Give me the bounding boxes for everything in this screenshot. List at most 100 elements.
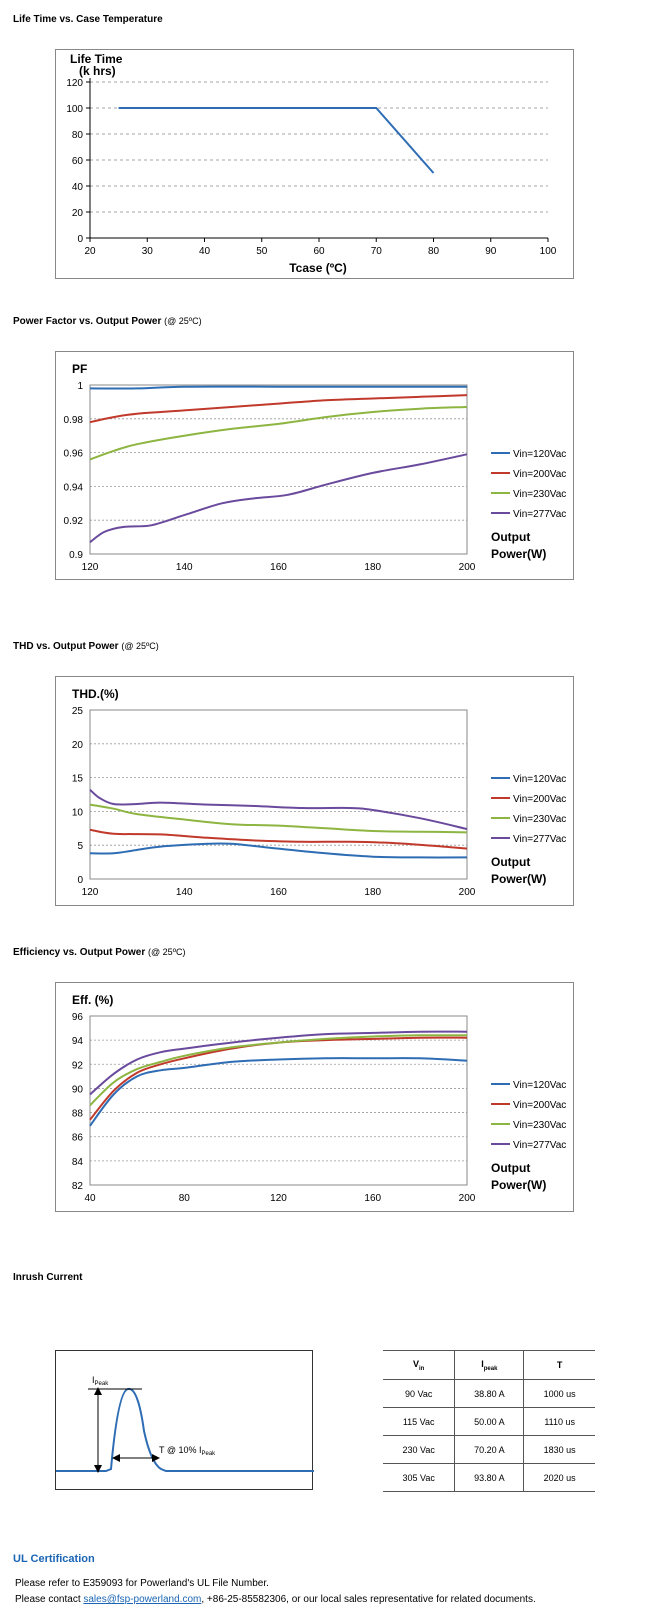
- x-tick-label: 70: [371, 246, 383, 257]
- cell-vin: 230 Vac: [383, 1435, 455, 1464]
- eff-chart-condition: (@ 25ºC): [148, 947, 186, 957]
- plot-area: [89, 384, 468, 555]
- y-tick-label: 15: [72, 774, 84, 785]
- x-tick-label: 40: [199, 246, 211, 257]
- y-tick-label: 5: [77, 841, 83, 852]
- x-axis-label: Tcase (ºC): [289, 261, 347, 275]
- x-tick-label: 180: [364, 887, 381, 898]
- y-tick-label: 80: [72, 130, 84, 141]
- y-tick-label: 96: [72, 1012, 84, 1023]
- series-line: [89, 789, 468, 830]
- x-tick-label: 140: [176, 887, 193, 898]
- series-line: [89, 453, 468, 544]
- cell-t: 1830 us: [523, 1435, 595, 1464]
- y-tick-label: 84: [72, 1157, 84, 1168]
- legend-label: Vin=230Vac: [513, 1120, 566, 1131]
- series-line: [89, 406, 468, 461]
- plot-area: [89, 1015, 468, 1186]
- x-tick-label: 140: [176, 562, 193, 573]
- inrush-table: Vin Ipeak T 90 Vac 38.80 A 1000 us 115 Vac…: [383, 1350, 595, 1492]
- inrush-curve: [56, 1388, 314, 1472]
- table-row: 115 Vac 50.00 A 1110 us: [383, 1407, 595, 1436]
- peak-label-sub: Peak: [95, 1381, 110, 1387]
- series-line: [89, 394, 468, 424]
- legend-label: Vin=200Vac: [513, 1100, 566, 1111]
- y-tick-label: 60: [72, 156, 84, 167]
- legend-label: Vin=200Vac: [513, 794, 566, 805]
- header-ipeak: Ipeak: [454, 1350, 524, 1380]
- x-tick-label: 200: [459, 1193, 476, 1204]
- duration-label-sub: Peak: [202, 1451, 217, 1457]
- legend-label: Vin=200Vac: [513, 469, 566, 480]
- y-tick-label: 88: [72, 1109, 84, 1120]
- y-axis-label: Life Time: [70, 52, 123, 66]
- series-line: [89, 385, 467, 390]
- table-row: 90 Vac 38.80 A 1000 us: [383, 1379, 595, 1408]
- series-line: [89, 828, 468, 850]
- x-tick-label: 80: [179, 1193, 191, 1204]
- chart-frame: [55, 49, 574, 279]
- cell-t: 2020 us: [523, 1463, 595, 1492]
- y-tick-label: 0.96: [64, 449, 84, 460]
- x-axis-label: Output: [491, 530, 530, 544]
- x-tick-label: 160: [364, 1193, 381, 1204]
- y-axis-label: Eff. (%): [72, 993, 113, 1007]
- y-tick-label: 0: [77, 234, 83, 245]
- table-row: 305 Vac 93.80 A 2020 us: [383, 1463, 595, 1492]
- x-tick-label: 20: [84, 246, 96, 257]
- y-tick-label: 92: [72, 1060, 84, 1071]
- header-vin: Vin: [383, 1350, 455, 1380]
- cell-ipeak: 70.20 A: [454, 1435, 524, 1464]
- y-tick-label: 10: [72, 807, 84, 818]
- cell-ipeak: 38.80 A: [454, 1379, 524, 1408]
- cell-t: 1110 us: [523, 1407, 595, 1436]
- y-tick-label: 20: [72, 740, 84, 751]
- inrush-diagram: IPeak T @ 10% IPeak: [55, 1350, 314, 1490]
- series-line: [89, 1030, 468, 1096]
- x-axis-label: Power(W): [491, 547, 546, 561]
- y-tick-label: 25: [72, 706, 84, 717]
- y-tick-label: 120: [66, 78, 83, 89]
- ul-file-note: Please refer to E359093 for Powerland's …: [15, 1578, 269, 1589]
- y-tick-label: 0.94: [64, 482, 84, 493]
- peak-label: IPeak: [92, 1375, 109, 1387]
- chart-frame: [55, 351, 574, 580]
- y-tick-label: 0: [77, 875, 83, 886]
- legend-label: Vin=120Vac: [513, 1080, 566, 1091]
- cell-vin: 115 Vac: [383, 1407, 455, 1436]
- ul-certification-title: UL Certification: [13, 1553, 95, 1565]
- legend-label: Vin=277Vac: [513, 1140, 566, 1151]
- x-tick-label: 160: [270, 887, 287, 898]
- x-tick-label: 200: [459, 887, 476, 898]
- series-line: [89, 1057, 468, 1127]
- series-line: [89, 803, 468, 834]
- legend-label: Vin=230Vac: [513, 814, 566, 825]
- x-axis-label: Output: [491, 855, 530, 869]
- x-tick-label: 100: [540, 246, 557, 257]
- x-axis-label: Power(W): [491, 872, 546, 886]
- y-axis-label: PF: [72, 362, 87, 376]
- cell-ipeak: 93.80 A: [454, 1463, 524, 1492]
- pf-chart-title: Power Factor vs. Output Power (@ 25ºC): [13, 316, 202, 327]
- cell-ipeak: 50.00 A: [454, 1407, 524, 1436]
- cell-vin: 90 Vac: [383, 1379, 455, 1408]
- thd-chart-condition: (@ 25ºC): [121, 641, 159, 651]
- y-tick-label: 86: [72, 1133, 84, 1144]
- legend-label: Vin=230Vac: [513, 489, 566, 500]
- x-tick-label: 160: [270, 562, 287, 573]
- series-line: [118, 107, 435, 174]
- y-tick-label: 94: [72, 1036, 84, 1047]
- sales-email-link[interactable]: sales@fsp-powerland.com: [83, 1594, 202, 1605]
- x-tick-label: 50: [256, 246, 268, 257]
- y-tick-label: 1: [77, 381, 83, 392]
- legend-label: Vin=277Vac: [513, 509, 566, 520]
- y-axis-label: (k hrs): [79, 64, 116, 78]
- y-tick-label: 100: [66, 104, 83, 115]
- eff-chart-title: Efficiency vs. Output Power (@ 25ºC): [13, 947, 186, 958]
- x-axis-label: Power(W): [491, 1178, 546, 1192]
- power-factor-chart: 0.9 0.92 0.94 0.96 0.98 1 120 140 160 180 200 PF Vin…: [55, 351, 574, 580]
- life-chart-title: Life Time vs. Case Temperature: [13, 14, 163, 25]
- x-tick-label: 30: [142, 246, 154, 257]
- thd-chart-title: THD vs. Output Power (@ 25ºC): [13, 641, 159, 652]
